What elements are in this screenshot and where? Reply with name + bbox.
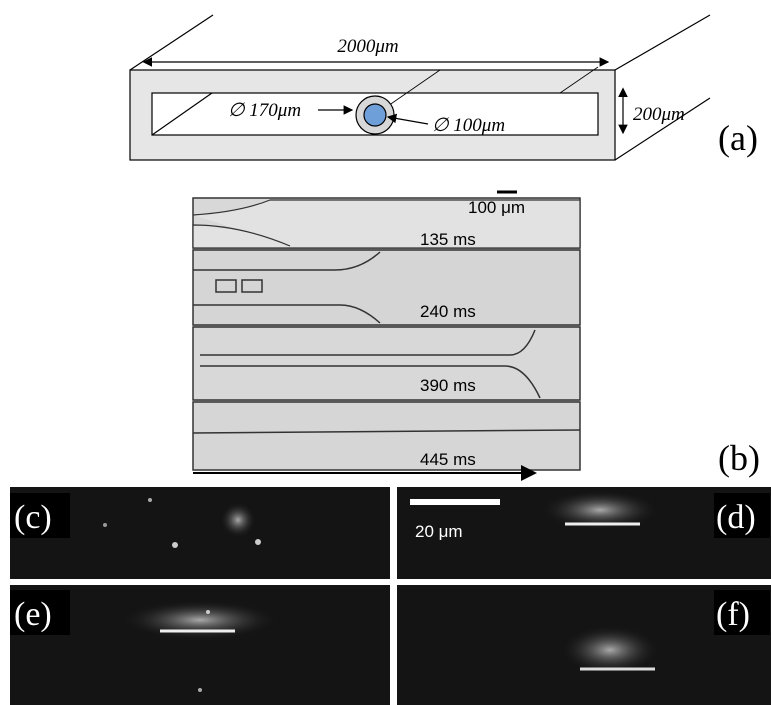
inner-diameter: ∅ 100μm: [432, 115, 505, 136]
fluorescence-panels: [10, 487, 771, 705]
time-label: 240 ms: [420, 302, 476, 321]
time-label: 390 ms: [420, 376, 476, 395]
scale-bar-label: 100 μm: [468, 198, 525, 217]
page: 2000μm ∅ 170μm ∅ 100μm 200μm (a) 100 μm …: [0, 0, 771, 705]
panel-label: (f): [716, 596, 750, 633]
scale-bar-label: 20 μm: [415, 522, 463, 541]
panel-label: (c): [14, 499, 52, 536]
panel-label: (a): [718, 118, 758, 158]
figure: 2000μm ∅ 170μm ∅ 100μm 200μm (a) 100 μm …: [0, 0, 771, 705]
panel-b: [193, 192, 580, 473]
panel-label: (e): [14, 596, 52, 633]
length-label: 2000μm: [337, 36, 398, 57]
time-label: 445 ms: [420, 450, 476, 469]
panel-label: (d): [716, 499, 756, 536]
panel-a: [130, 15, 710, 160]
outer-diameter: ∅ 170μm: [228, 100, 301, 121]
time-label: 135 ms: [420, 230, 476, 249]
panel-label: (b): [718, 438, 760, 478]
height-label: 200μm: [633, 104, 685, 125]
